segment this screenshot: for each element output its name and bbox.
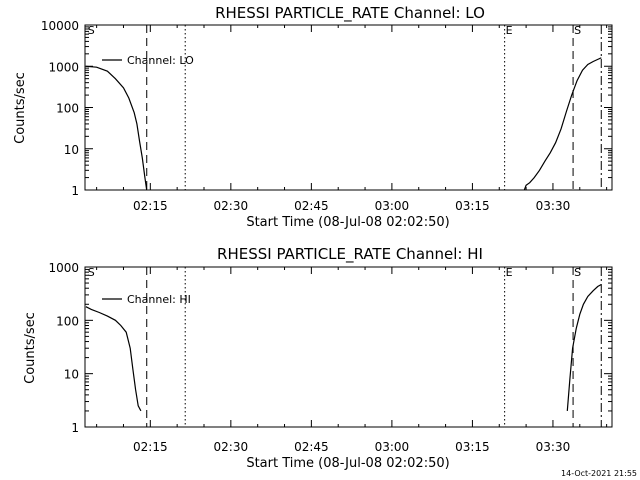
y-tick-label: 1000 xyxy=(48,261,79,275)
y-axis-label: Counts/sec xyxy=(23,312,38,384)
x-tick-label: 02:30 xyxy=(214,199,249,213)
y-tick-label: 1000 xyxy=(48,60,79,74)
series xyxy=(85,283,602,412)
y-tick-label: 1 xyxy=(71,421,79,435)
legend: Channel: LO xyxy=(102,54,194,67)
x-tick-label: 03:15 xyxy=(455,199,490,213)
series-line xyxy=(523,57,602,191)
y-tick-label: 100 xyxy=(56,102,79,116)
x-tick-label: 03:00 xyxy=(375,199,410,213)
series-line xyxy=(85,306,142,412)
timestamp: 14-Oct-2021 21:55 xyxy=(561,469,637,478)
legend: Channel: HI xyxy=(102,293,191,306)
x-tick-label: 03:30 xyxy=(536,440,571,454)
x-tick-label: 02:15 xyxy=(133,440,168,454)
y-ticks: 1 10 100 1000 xyxy=(48,261,612,435)
time-marker-label: E xyxy=(506,266,513,279)
chart-title: RHESSI PARTICLE_RATE Channel: HI xyxy=(217,245,483,264)
series-line xyxy=(566,283,602,411)
x-tick-label: 02:45 xyxy=(294,199,329,213)
y-tick-label: 1 xyxy=(71,184,79,198)
y-ticks: 1 10 100 1000 10000 xyxy=(41,19,612,198)
time-marker-label: S xyxy=(88,266,95,279)
legend-label: Channel: HI xyxy=(127,293,191,306)
chart-title: RHESSI PARTICLE_RATE Channel: LO xyxy=(215,4,485,23)
x-tick-label: 03:30 xyxy=(536,199,571,213)
y-axis-label: Counts/sec xyxy=(13,72,28,144)
series xyxy=(85,57,602,191)
x-tick-label: 02:15 xyxy=(133,199,168,213)
plot-frame xyxy=(84,266,613,428)
y-tick-label: 10 xyxy=(64,368,79,382)
plot-frame xyxy=(84,24,613,191)
time-marker-label: S xyxy=(574,266,581,279)
x-axis-label: Start Time (08-Jul-08 02:02:50) xyxy=(246,456,449,471)
x-ticks: 02:15 02:30 02:45 03:00 03:15 03:30 xyxy=(96,25,608,213)
x-axis-label: Start Time (08-Jul-08 02:02:50) xyxy=(246,215,449,230)
legend-label: Channel: LO xyxy=(127,54,194,67)
time-marker-label: E xyxy=(506,24,513,37)
x-ticks: 02:15 02:30 02:45 03:00 03:15 03:30 xyxy=(96,267,608,454)
time-marker-label: S xyxy=(574,24,581,37)
series-line xyxy=(85,65,148,191)
y-tick-label: 100 xyxy=(56,314,79,328)
x-tick-label: 03:00 xyxy=(375,440,410,454)
y-tick-label: 10 xyxy=(64,143,79,157)
x-tick-label: 03:15 xyxy=(455,440,490,454)
x-tick-label: 02:45 xyxy=(294,440,329,454)
panel-lo: RHESSI PARTICLE_RATE Channel: LO Counts/… xyxy=(13,4,613,230)
y-tick-label: 10000 xyxy=(41,19,79,33)
x-tick-label: 02:30 xyxy=(214,440,249,454)
panel-hi: RHESSI PARTICLE_RATE Channel: HI Counts/… xyxy=(23,245,613,471)
time-marker-label: S xyxy=(88,24,95,37)
